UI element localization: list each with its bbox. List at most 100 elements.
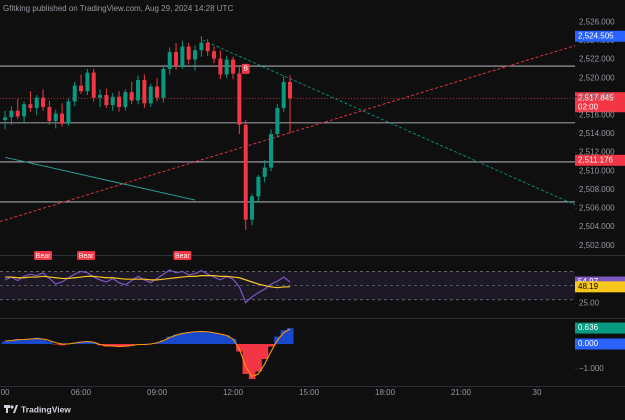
histogram-bar xyxy=(185,332,193,344)
candle-body xyxy=(98,94,103,98)
y-tick-label: 25.00 xyxy=(579,298,600,307)
indicator-line xyxy=(4,269,291,304)
histogram-bar xyxy=(122,344,129,347)
candle-body xyxy=(9,110,14,118)
y-tick-label: 2,512.000 xyxy=(579,148,615,157)
histogram-bar xyxy=(77,341,85,344)
histogram-bar xyxy=(153,342,161,344)
logo xyxy=(4,405,18,413)
candle-body xyxy=(28,104,33,108)
candle-body xyxy=(243,124,248,220)
y-tick-label: 2,516.000 xyxy=(579,111,615,120)
candle-body xyxy=(199,42,204,51)
histogram-bar xyxy=(267,344,275,347)
price-tag xyxy=(575,338,625,350)
plot-layer: B 00 06:00 09:00 12:00 15:00 18:00 21:00 30 Bear B… xyxy=(0,36,576,397)
histogram-bar xyxy=(8,340,15,344)
histogram-bar xyxy=(223,335,231,344)
trend-line xyxy=(202,39,576,206)
y-tick-label: 2,518.000 xyxy=(579,92,615,101)
y-tick-label: 2,502.000 xyxy=(579,241,615,250)
x-tick-label: 30 xyxy=(533,388,542,397)
bear-signal xyxy=(34,251,53,260)
y-tick-label: 2,508.000 xyxy=(579,185,615,194)
histogram-bar xyxy=(160,340,167,344)
bear-signal-label: Bear xyxy=(36,253,51,260)
price-tag xyxy=(575,154,625,166)
price-tag-label: 0.636 xyxy=(578,323,599,332)
candle-body xyxy=(180,46,185,67)
candle-body xyxy=(136,80,141,101)
histogram-bar xyxy=(20,339,28,344)
candle-body xyxy=(275,107,280,135)
histogram-bar xyxy=(46,341,53,344)
indicator-line xyxy=(5,275,291,289)
candle-body xyxy=(104,94,109,106)
candle-body xyxy=(123,92,128,108)
candle-body xyxy=(167,52,172,69)
histogram-bar xyxy=(248,344,256,379)
histogram-bar xyxy=(27,338,34,344)
trend-line xyxy=(4,156,196,201)
candle-body xyxy=(79,85,84,92)
x-tick-label: 09:00 xyxy=(147,388,168,397)
histogram-bar xyxy=(198,331,205,344)
candle-body xyxy=(85,72,90,92)
price-tag xyxy=(575,30,625,42)
histogram-bar xyxy=(1,341,9,344)
candle-body xyxy=(212,51,217,59)
candle-body xyxy=(288,81,293,99)
x-tick-label: 06:00 xyxy=(71,388,92,397)
histogram-bar xyxy=(166,336,174,344)
x-tick-label: 18:00 xyxy=(375,388,396,397)
candle-body xyxy=(3,117,8,121)
logo-part xyxy=(6,405,8,413)
histogram-bar xyxy=(39,339,47,344)
current-price-label: 2,517.845 xyxy=(578,93,614,102)
price-tag-label: 2,524.505 xyxy=(578,31,614,40)
x-tick-label: 21:00 xyxy=(451,388,472,397)
candle-body xyxy=(66,101,71,124)
histogram-bar xyxy=(210,332,218,344)
candle-body xyxy=(262,167,267,177)
candle-body xyxy=(47,107,52,121)
y-tick-label: 2,514.000 xyxy=(579,129,615,138)
candle-body xyxy=(15,110,20,117)
candle-body xyxy=(22,104,27,117)
signal-line xyxy=(5,328,291,378)
price-tag xyxy=(575,281,625,293)
y-tick-label: 2,510.000 xyxy=(579,166,615,175)
histogram-bar xyxy=(115,344,123,347)
histogram-bar xyxy=(280,330,288,344)
histogram-bar xyxy=(242,344,250,374)
y-tick-label: 2,522.000 xyxy=(579,55,615,64)
candle-body xyxy=(237,73,242,125)
countdown-label: 02:00 xyxy=(578,102,599,111)
histogram-bar xyxy=(255,344,262,372)
candle-body xyxy=(41,97,46,108)
signal-marker-label: B xyxy=(243,66,248,73)
y-tick-label: 2,526.000 xyxy=(579,17,615,26)
candle-body xyxy=(91,72,96,98)
y-tick-label: 2,504.000 xyxy=(579,222,615,231)
candle-body xyxy=(60,113,65,124)
histogram-bar xyxy=(229,339,237,344)
candle-body xyxy=(205,42,210,52)
y-tick-label: 2,520.000 xyxy=(579,73,615,82)
histogram-bar xyxy=(236,344,243,352)
candle-body xyxy=(250,196,255,220)
candle-body xyxy=(117,96,122,108)
candle-body xyxy=(129,92,134,101)
candle-body xyxy=(281,81,286,108)
histogram-bar xyxy=(33,337,41,344)
histogram-bar xyxy=(191,331,199,344)
candle-body xyxy=(186,46,191,60)
histogram-bar xyxy=(90,342,98,344)
price-tag-label: 48.19 xyxy=(578,282,599,291)
histogram-bar xyxy=(14,339,22,344)
x-tick-label: 00 xyxy=(1,388,10,397)
header: Gfitking published on TradingView.com, A… xyxy=(3,4,233,13)
